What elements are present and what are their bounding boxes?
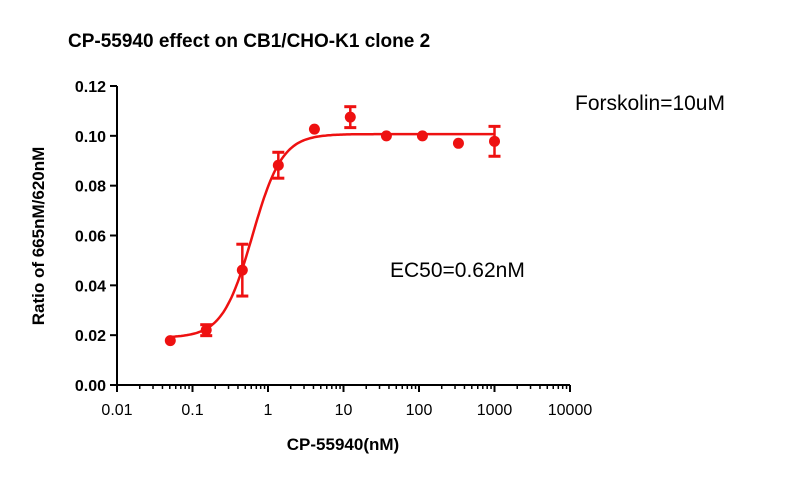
x-tick-label: 0.01	[101, 402, 132, 419]
chart-title: CP-55940 effect on CB1/CHO-K1 clone 2	[68, 31, 430, 52]
x-tick-label: 0.1	[181, 402, 203, 419]
fit-curve	[169, 132, 495, 339]
data-point	[272, 159, 284, 171]
data-point	[380, 130, 392, 142]
y-tick-label: 0.12	[75, 79, 106, 96]
data-point	[200, 324, 212, 336]
x-tick-label: 100	[406, 402, 433, 419]
data-point	[416, 130, 428, 142]
data-point	[236, 264, 248, 276]
x-tick-label: 10	[335, 402, 353, 419]
x-axis-label: CP-55940(nM)	[287, 435, 399, 454]
x-tick-label: 1	[264, 402, 273, 419]
data-point	[452, 137, 464, 149]
y-axis-label: Ratio of 665nM/620nM	[29, 147, 48, 326]
y-tick-label: 0.00	[75, 378, 106, 395]
y-tick-label: 0.04	[75, 278, 106, 295]
y-tick-label: 0.10	[75, 129, 106, 146]
annotation-ec50: EC50=0.62nM	[390, 259, 525, 282]
data-point	[489, 135, 500, 147]
x-tick-label: 1000	[477, 402, 513, 419]
data-point	[164, 335, 176, 347]
y-tick-label: 0.02	[75, 328, 106, 345]
x-tick-label: 10000	[548, 402, 593, 419]
annotation-forskolin: Forskolin=10uM	[575, 92, 725, 115]
data-point	[344, 111, 356, 123]
y-tick-label: 0.06	[75, 229, 106, 246]
data-point	[308, 123, 320, 135]
y-tick-label: 0.08	[75, 179, 106, 196]
